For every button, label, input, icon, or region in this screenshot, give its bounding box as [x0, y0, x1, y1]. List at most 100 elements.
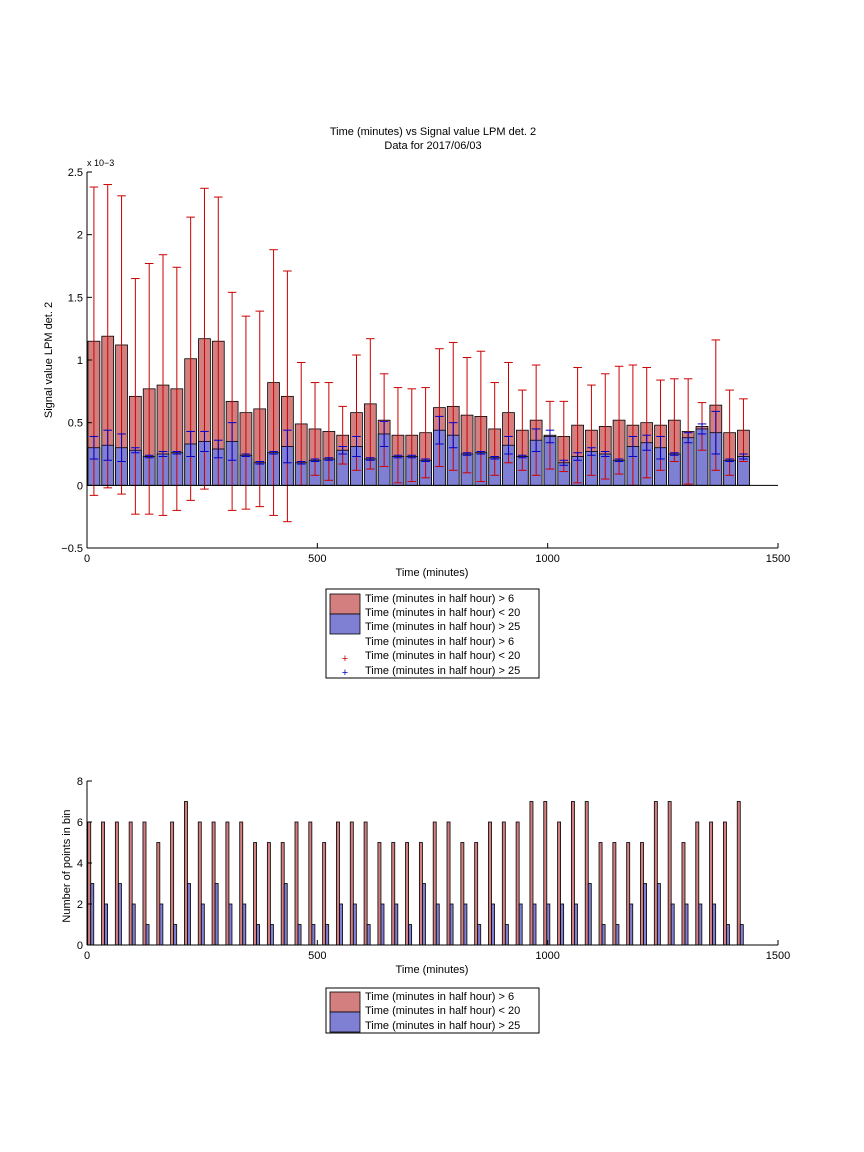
bar-red [391, 842, 396, 946]
bar-blue [145, 924, 150, 946]
bar-blue [574, 903, 578, 946]
bar-blue [173, 924, 178, 946]
y-ticks: −0.5 0 0.5 1 1.5 2 2.5 [61, 167, 92, 555]
bar-blue [518, 903, 523, 946]
bar-blue [601, 924, 606, 946]
bar-red [266, 842, 271, 946]
bar-red [640, 842, 644, 946]
x-tick-label: 500 [308, 950, 326, 962]
chart-title: Time (minutes) vs Signal value LPM det. … [330, 126, 536, 138]
legend: Time (minutes in half hour) > 6 Time (mi… [325, 987, 540, 1034]
legend-entry: Time (minutes in half hour) > 6 [365, 593, 514, 605]
y-tick-label: 2 [77, 230, 83, 242]
bar-red [349, 821, 354, 946]
x-tick-label: 0 [84, 950, 90, 962]
bar-red [170, 821, 175, 946]
legend-box [325, 987, 540, 1034]
series-blue-errorbars [89, 410, 748, 466]
x-tick-label: 1000 [535, 950, 559, 962]
bar-red [488, 821, 492, 946]
bar-blue [228, 903, 233, 946]
y-tick-label: 0 [77, 480, 83, 492]
bar-blue [491, 903, 495, 946]
bar-blue [422, 883, 426, 946]
y-tick-label: 8 [77, 776, 83, 788]
y-axis-label: Signal value LPM det. 2 [43, 302, 55, 418]
x-axis-label: Time (minutes) [396, 964, 469, 976]
bar-red [543, 801, 548, 946]
series-blue-bars [90, 883, 744, 946]
legend-entry: Time (minutes in half hour) < 20 [365, 1005, 520, 1017]
y-axis-label: Number of points in bin [61, 809, 73, 922]
legend-marker-red-plus: + [342, 653, 348, 665]
bar-red [736, 801, 741, 946]
bar-red [322, 842, 327, 946]
bar-blue [283, 883, 288, 946]
legend-entry: Time (minutes in half hour) > 6 [365, 636, 514, 648]
bar-blue [269, 924, 274, 946]
bar-blue [698, 903, 703, 946]
bar-red [626, 842, 631, 946]
y-tick-label: −0.5 [61, 543, 83, 555]
count-chart: Number of points in bin Time (minutes) 0… [61, 776, 790, 1034]
bar-blue [366, 924, 371, 946]
bar-blue [643, 883, 647, 946]
legend-box [325, 588, 540, 679]
bar-red [515, 821, 520, 946]
bar-blue [629, 903, 634, 946]
bar-blue [352, 903, 357, 946]
legend-entry: Time (minutes in half hour) > 25 [365, 621, 520, 633]
bar-red [239, 821, 244, 946]
bar-red [474, 842, 479, 946]
bar-red [446, 821, 451, 946]
bar-red [377, 842, 382, 946]
bar-blue [684, 903, 689, 946]
chart-subtitle: Data for 2017/06/03 [384, 140, 481, 152]
bar-blue [159, 903, 164, 946]
bar-red [529, 801, 534, 946]
bar-red [101, 821, 105, 946]
x-ticks: 0 500 1000 1500 [84, 543, 790, 565]
y-tick-label: 0 [77, 940, 83, 952]
bar-red [460, 842, 465, 946]
bar-blue [325, 924, 330, 946]
bar-blue [739, 924, 744, 946]
bar-blue [546, 903, 551, 946]
bar-blue [504, 924, 509, 946]
bar-blue [560, 903, 565, 946]
bar-blue [214, 883, 219, 946]
bar-red [197, 821, 202, 946]
y-tick-label: 4 [77, 858, 83, 870]
bar-blue [339, 903, 343, 946]
x-ticks: 0 500 1000 1500 [84, 940, 790, 962]
y-tick-label: 6 [77, 817, 83, 829]
x-tick-label: 1500 [766, 950, 790, 962]
bar-blue [587, 883, 592, 946]
bar-blue [200, 903, 205, 946]
x-tick-label: 1000 [535, 553, 559, 565]
bar-red [405, 842, 409, 946]
legend-entry: Time (minutes in half hour) < 20 [365, 650, 520, 662]
x-tick-label: 1500 [766, 553, 790, 565]
y-axis-exponent: x 10−3 [87, 158, 114, 168]
bar-red [681, 842, 686, 946]
bar-blue [408, 924, 413, 946]
y-tick-label: 0.5 [68, 418, 83, 430]
bar-red [418, 842, 423, 946]
y-tick-label: 1.5 [68, 292, 83, 304]
legend-entry: Time (minutes in half hour) > 25 [365, 665, 520, 677]
bar-blue [435, 903, 440, 946]
x-tick-label: 0 [84, 553, 90, 565]
signal-chart: Time (minutes) vs Signal value LPM det. … [43, 126, 790, 679]
legend-entry: Time (minutes in half hour) > 25 [365, 1020, 520, 1032]
legend: + + Time (minutes in half hour) > 6 Time… [325, 588, 540, 679]
bar-red [211, 821, 216, 946]
y-ticks: 0 2 4 6 8 [77, 776, 92, 952]
bar-blue [449, 903, 454, 946]
bar-red [128, 821, 133, 946]
bar-blue [670, 903, 675, 946]
bar-blue [726, 924, 730, 946]
bar-red [184, 801, 188, 946]
legend-swatch-red-bar [329, 593, 361, 615]
